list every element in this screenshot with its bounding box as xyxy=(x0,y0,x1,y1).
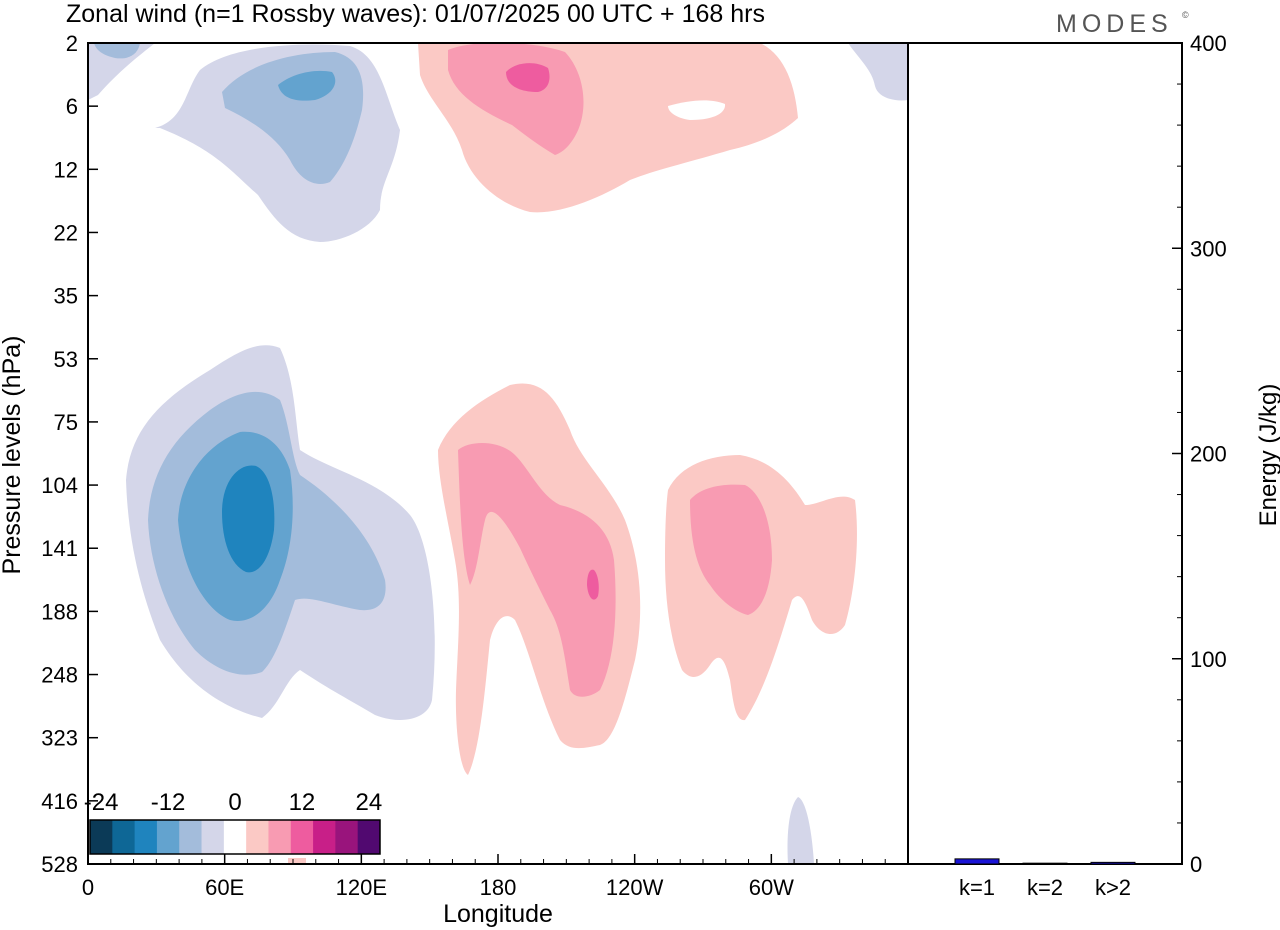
y-tick-label: 141 xyxy=(41,536,78,561)
energy-y-tick-label: 100 xyxy=(1190,647,1227,672)
contour-pos-lower-right xyxy=(665,455,857,721)
colorbar-frame xyxy=(89,819,381,855)
y-tick-label: 6 xyxy=(66,94,78,119)
energy-x-tick-label: k=1 xyxy=(959,875,995,900)
energy-y-axis: 0 100 200 300 400 xyxy=(1172,31,1227,877)
y-tick-label: 248 xyxy=(41,663,78,688)
colorbar-swatch xyxy=(223,820,247,854)
colorbar-swatch xyxy=(90,820,113,854)
y-tick-label: 528 xyxy=(41,852,78,877)
colorbar-labels: -24 -12 0 12 24 xyxy=(84,789,382,816)
energy-y-tick-label: 400 xyxy=(1190,31,1227,56)
energy-y-tick-label: 300 xyxy=(1190,236,1227,261)
x-axis: 0 60E 120E 180 120W 60W xyxy=(82,854,886,900)
brand-mark: © xyxy=(1182,10,1189,20)
contour-neg-bottom xyxy=(787,797,814,864)
x-tick-label: 120E xyxy=(336,875,387,900)
x-tick-label: 0 xyxy=(82,875,94,900)
colorbar-label: 0 xyxy=(228,789,241,816)
energy-bar xyxy=(1022,862,1068,865)
colorbar-label: 12 xyxy=(289,789,316,816)
contour-pos-lower-center xyxy=(438,383,641,775)
colorbar-swatch xyxy=(179,820,203,854)
y-tick-label: 2 xyxy=(66,31,78,56)
colorbar xyxy=(88,790,382,858)
energy-y-tick-label: 0 xyxy=(1190,852,1202,877)
energy-x-tick-label: k>2 xyxy=(1095,875,1131,900)
colorbar-swatch xyxy=(357,820,381,854)
energy-bar-chart: k=1 k=2 k>2 0 100 200 300 400 Energy (J/kg) xyxy=(907,31,1280,900)
contour-plot: -24 -12 0 12 24 xyxy=(84,42,909,865)
energy-bar xyxy=(954,858,1000,865)
y-axis: 2 6 12 22 35 53 75 104 141 188 248 323 416 528 xyxy=(41,31,98,877)
brand-logo: MODES xyxy=(1056,10,1173,38)
y-tick-label: 188 xyxy=(41,599,78,624)
contour-neg-upper-right xyxy=(848,43,908,101)
y-tick-label: 75 xyxy=(54,410,78,435)
y-tick-label: 53 xyxy=(54,347,78,372)
x-tick-label: 60E xyxy=(205,875,244,900)
contour-neg-lower xyxy=(126,345,435,720)
y-tick-label: 104 xyxy=(41,473,78,498)
colorbar-swatch xyxy=(313,820,336,854)
energy-axis-label: Energy (J/kg) xyxy=(1255,384,1280,527)
y-tick-label: 35 xyxy=(54,284,78,309)
colorbar-swatch xyxy=(201,820,225,854)
x-tick-label: 180 xyxy=(480,875,517,900)
colorbar-swatch xyxy=(112,820,136,854)
colorbar-swatch xyxy=(134,820,158,854)
chart-title: Zonal wind (n=1 Rossby waves): 01/07/202… xyxy=(66,0,765,28)
y-axis-label: Pressure levels (hPa) xyxy=(0,336,26,575)
colorbar-swatch xyxy=(156,820,180,854)
energy-x-tick-label: k=2 xyxy=(1027,875,1063,900)
y-tick-label: 22 xyxy=(54,220,78,245)
energy-x-axis: k=1 k=2 k>2 xyxy=(959,875,1131,900)
colorbar-swatch xyxy=(268,820,292,854)
x-axis-label: Longitude xyxy=(443,900,553,928)
x-tick-label: 120W xyxy=(606,875,664,900)
colorbar-swatch xyxy=(335,820,359,854)
energy-y-tick-label: 200 xyxy=(1190,442,1227,467)
colorbar-swatch xyxy=(290,820,314,854)
energy-plot-frame xyxy=(907,42,1183,865)
contour-neg-upper xyxy=(88,43,400,243)
colorbar-label: -12 xyxy=(151,789,186,816)
colorbar-label: 24 xyxy=(355,789,382,816)
energy-bar xyxy=(1090,861,1136,865)
energy-bars xyxy=(954,858,1136,865)
y-tick-label: 416 xyxy=(41,789,78,814)
colorbar-swatch xyxy=(246,820,269,854)
y-tick-label: 12 xyxy=(54,157,78,182)
contour-pos-upper xyxy=(418,42,798,213)
colorbar-label: -24 xyxy=(84,789,119,816)
y-tick-label: 323 xyxy=(41,726,78,751)
x-tick-label: 60W xyxy=(749,875,794,900)
